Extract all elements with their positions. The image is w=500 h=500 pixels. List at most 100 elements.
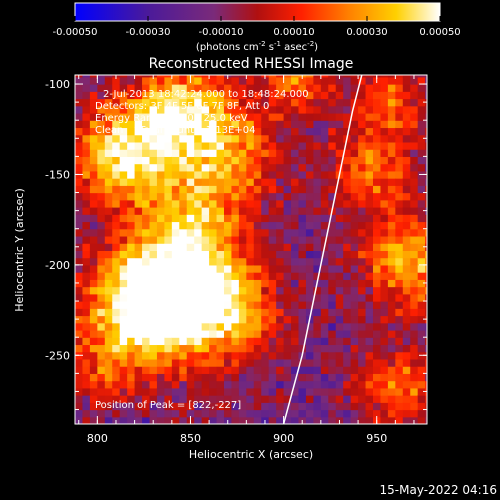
heatmap-cell [343,257,352,266]
heatmap-cell [201,149,210,157]
heatmap-cell [142,98,151,107]
heatmap-cell [223,308,233,317]
heatmap-cell [179,149,188,157]
heatmap-cell [209,301,218,309]
heatmap-cell [216,141,225,150]
heatmap-cell [238,366,247,374]
heatmap-cell [313,329,322,338]
heatmap-cell [216,409,225,418]
heatmap-cell [231,329,240,338]
heatmap-cell [149,358,158,367]
heatmap-cell [313,286,322,295]
heatmap-cell [283,373,292,382]
heatmap-cell [97,358,106,367]
heatmap-cell [313,163,322,172]
heatmap-cell [112,149,121,157]
heatmap-cell [402,373,411,382]
heatmap-cell [425,402,427,411]
heatmap-cell [223,170,233,179]
heatmap-cell [380,156,389,165]
heatmap-cell [171,373,180,382]
x-axis-label: Heliocentric X (arcsec) [189,448,313,461]
heatmap-cell [179,409,188,418]
heatmap-cell [328,170,337,179]
heatmap-cell [320,91,329,100]
heatmap-cell [380,84,389,92]
heatmap-cell [328,112,337,121]
heatmap-cell [82,199,91,208]
y-tick-label: -150 [45,168,70,181]
heatmap-cell [268,105,277,114]
heatmap-cell [127,127,136,136]
heatmap-cell [425,416,427,424]
heatmap-cell [127,112,136,121]
heatmap-cell [238,257,247,266]
heatmap-cell [283,293,292,302]
heatmap-cell [305,141,314,150]
heatmap-cell [313,293,322,302]
heatmap-cell [417,402,426,411]
heatmap-cell [417,308,426,317]
heatmap-cell [97,163,106,172]
heatmap-cell [194,351,203,360]
heatmap-cell [104,293,113,302]
heatmap-cell [358,387,367,396]
heatmap-cell [246,301,255,309]
heatmap-cell [97,416,106,424]
heatmap-cell [238,308,247,317]
heatmap-cell [164,120,173,129]
heatmap-cell [298,373,307,382]
heatmap-cell [402,84,411,92]
y-tick-label: -250 [45,349,70,362]
heatmap-cell [104,156,113,165]
heatmap-cell [112,250,121,259]
heatmap-cell [194,149,203,157]
heatmap-cell [387,185,396,194]
heatmap-cell [223,84,233,92]
heatmap-cell [283,358,292,367]
heatmap-cell [149,76,158,85]
heatmap-cell [164,91,173,100]
heatmap-cell [343,409,352,418]
heatmap-cell [112,156,121,165]
heatmap-cell [97,228,106,237]
heatmap-cell [246,272,255,280]
heatmap-cell [261,120,270,129]
heatmap-cell [268,351,277,360]
heatmap-cell [261,228,270,237]
heatmap-cell [291,416,300,424]
heatmap-cell [104,149,113,157]
heatmap-cell [261,387,270,396]
heatmap-cell [238,322,247,331]
heatmap-cell [82,185,91,194]
heatmap-cell [417,329,426,338]
heatmap-cell [328,214,337,223]
heatmap-cell [335,286,344,295]
heatmap-cell [276,76,285,85]
heatmap-cell [246,279,255,288]
heatmap-cell [291,214,300,223]
heatmap-cell [223,279,233,288]
heatmap-cell [164,395,173,403]
heatmap-cell [75,149,84,157]
heatmap-cell [417,75,426,78]
heatmap-cell [171,228,180,237]
heatmap-cell [216,250,225,259]
heatmap-cell [75,207,84,215]
heatmap-cell [89,221,98,230]
heatmap-cell [320,207,329,215]
heatmap-cell [387,329,396,338]
heatmap-cell [156,409,165,418]
heatmap-cell [261,358,270,367]
heatmap-cell [82,257,91,266]
heatmap-cell [119,409,128,418]
heatmap-cell [201,250,210,259]
heatmap-cell [343,279,352,288]
heatmap-cell [75,228,84,237]
heatmap-cell [223,105,233,114]
heatmap-cell [402,221,411,230]
heatmap-cell [350,112,359,121]
heatmap-cell [127,409,136,418]
heatmap-cell [89,344,98,353]
heatmap-cell [253,149,262,157]
